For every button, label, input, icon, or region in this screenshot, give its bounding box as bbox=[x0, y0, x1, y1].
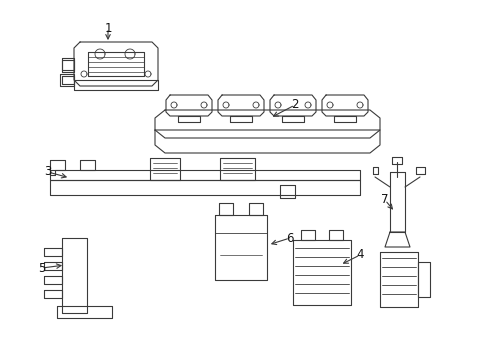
Polygon shape bbox=[165, 95, 212, 116]
Polygon shape bbox=[44, 248, 62, 256]
Polygon shape bbox=[379, 252, 417, 307]
Polygon shape bbox=[417, 262, 429, 297]
Polygon shape bbox=[280, 185, 294, 198]
Polygon shape bbox=[74, 42, 158, 86]
Polygon shape bbox=[248, 203, 263, 215]
Polygon shape bbox=[62, 58, 74, 72]
Text: 6: 6 bbox=[285, 231, 293, 244]
Text: 7: 7 bbox=[381, 193, 388, 207]
Polygon shape bbox=[391, 157, 401, 164]
Polygon shape bbox=[292, 240, 350, 305]
Polygon shape bbox=[150, 158, 180, 180]
Polygon shape bbox=[44, 262, 62, 270]
Polygon shape bbox=[269, 95, 315, 116]
Text: 1: 1 bbox=[104, 22, 112, 35]
Text: 5: 5 bbox=[38, 261, 45, 274]
Polygon shape bbox=[60, 74, 74, 86]
Polygon shape bbox=[372, 167, 377, 174]
Polygon shape bbox=[328, 230, 342, 240]
Polygon shape bbox=[389, 172, 404, 232]
Polygon shape bbox=[218, 95, 264, 116]
Text: 4: 4 bbox=[356, 248, 363, 261]
Polygon shape bbox=[50, 180, 359, 195]
Polygon shape bbox=[44, 276, 62, 284]
Text: 2: 2 bbox=[291, 99, 298, 112]
Polygon shape bbox=[50, 170, 359, 180]
Polygon shape bbox=[57, 306, 112, 318]
Polygon shape bbox=[215, 215, 266, 280]
Polygon shape bbox=[321, 95, 367, 116]
Polygon shape bbox=[50, 160, 65, 175]
Polygon shape bbox=[62, 238, 87, 313]
Polygon shape bbox=[219, 203, 232, 215]
Polygon shape bbox=[384, 232, 409, 247]
Polygon shape bbox=[74, 80, 158, 90]
Polygon shape bbox=[80, 160, 95, 170]
Polygon shape bbox=[220, 158, 254, 180]
Text: 3: 3 bbox=[44, 166, 52, 179]
Polygon shape bbox=[155, 110, 379, 138]
Polygon shape bbox=[301, 230, 314, 240]
Polygon shape bbox=[415, 167, 424, 174]
Polygon shape bbox=[44, 290, 62, 298]
